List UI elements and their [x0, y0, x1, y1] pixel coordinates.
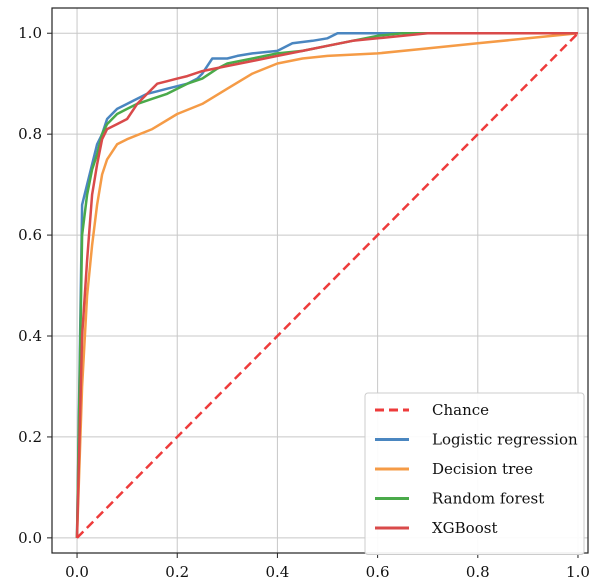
- y-tick-label: 0.6: [18, 226, 42, 244]
- axis-ticks: 0.0 0.2 0.4 0.6 0.8 1.0 0.0 0.2 0.4 0.6 0.8 1.0: [18, 24, 590, 581]
- decision-tree-curve: [75, 31, 579, 538]
- legend-label-decision-tree: Decision tree: [432, 460, 533, 478]
- legend-label-random-forest: Random forest: [432, 490, 544, 508]
- legend: Chance Logistic regression Decision tree Ra…: [364, 392, 585, 555]
- x-tick-label: 1.0: [566, 563, 590, 581]
- y-tick-label: 0.8: [18, 125, 42, 143]
- xgboost-curve: [75, 31, 578, 538]
- legend-label-chance: Chance: [432, 401, 489, 419]
- y-tick-label: 1.0: [18, 24, 42, 42]
- legend-label-logistic-regression: Logistic regression: [432, 431, 578, 449]
- y-tick-label: 0.0: [18, 529, 42, 547]
- legend-label-xgboost: XGBoost: [432, 519, 497, 537]
- x-tick-label: 0.4: [265, 563, 289, 581]
- roc-curves-layer: [75, 31, 579, 539]
- x-tick-label: 0.0: [65, 563, 89, 581]
- y-tick-label: 0.4: [18, 327, 42, 345]
- chance-curve: [76, 32, 579, 539]
- y-tick-label: 0.2: [18, 428, 42, 446]
- x-tick-label: 0.6: [366, 563, 390, 581]
- plot-frame: [51, 7, 589, 554]
- x-tick-label: 0.2: [165, 563, 189, 581]
- legend-box: [364, 392, 585, 555]
- x-tick-label: 0.8: [466, 563, 490, 581]
